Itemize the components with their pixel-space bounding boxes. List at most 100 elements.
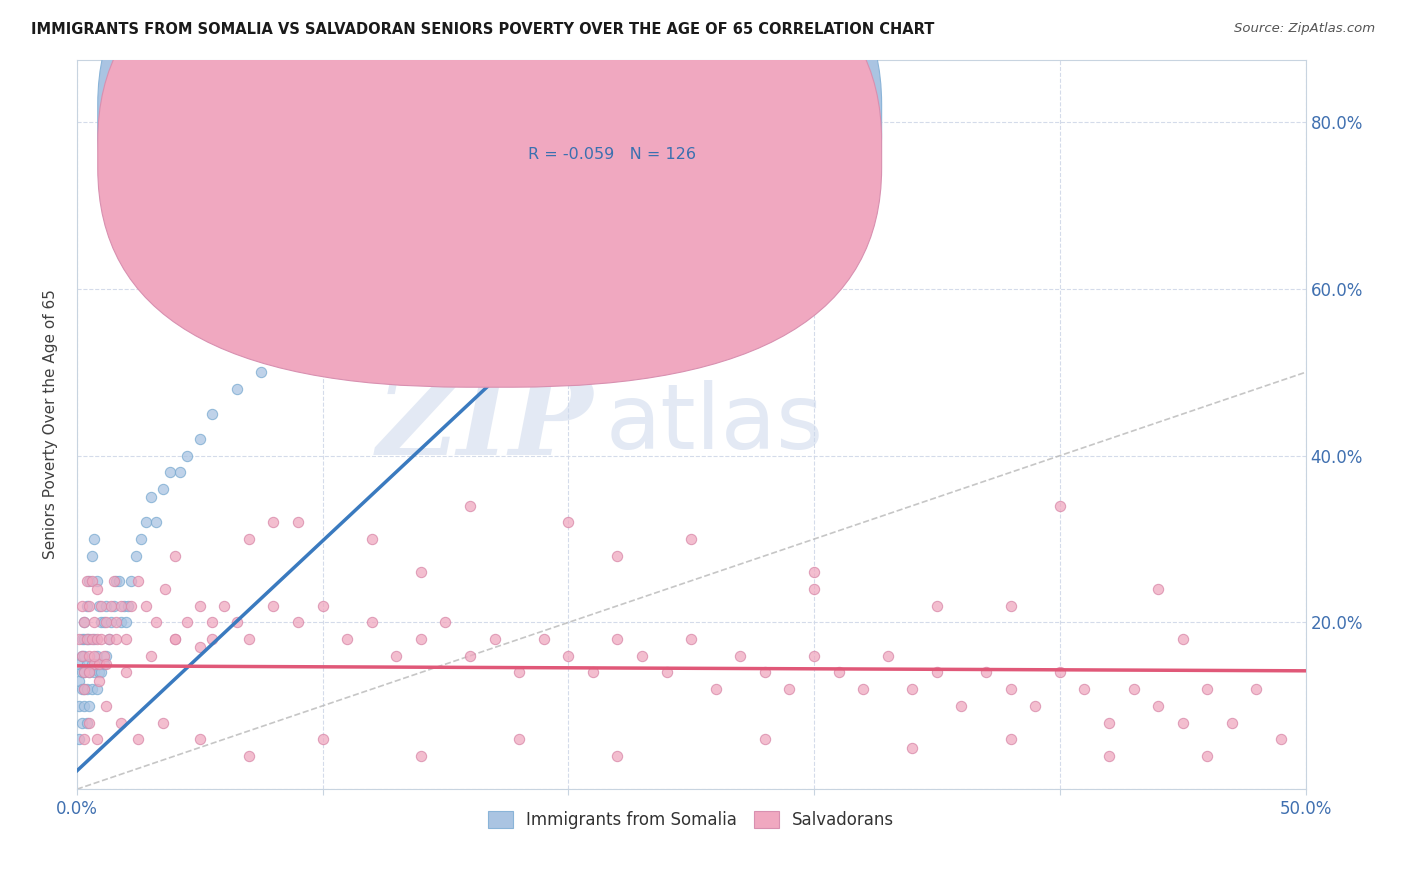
Point bbox=[262, 599, 284, 613]
Point bbox=[77, 599, 100, 613]
Point bbox=[925, 665, 948, 680]
Point bbox=[250, 365, 273, 379]
Point bbox=[1246, 682, 1268, 697]
Point bbox=[169, 466, 191, 480]
Text: ZIP: ZIP bbox=[377, 371, 593, 478]
Point bbox=[73, 615, 96, 630]
Point bbox=[73, 615, 96, 630]
FancyBboxPatch shape bbox=[98, 0, 882, 351]
Point bbox=[1000, 682, 1022, 697]
Point bbox=[1049, 665, 1071, 680]
Point bbox=[1000, 732, 1022, 747]
Point bbox=[100, 615, 122, 630]
Point bbox=[105, 615, 128, 630]
Point bbox=[125, 549, 148, 563]
Point bbox=[105, 632, 128, 647]
Point bbox=[188, 432, 211, 446]
Point bbox=[385, 648, 408, 663]
Point bbox=[73, 632, 96, 647]
Point bbox=[90, 599, 112, 613]
Point bbox=[139, 648, 162, 663]
Point bbox=[360, 615, 382, 630]
Point bbox=[76, 632, 98, 647]
Text: IMMIGRANTS FROM SOMALIA VS SALVADORAN SENIORS POVERTY OVER THE AGE OF 65 CORRELA: IMMIGRANTS FROM SOMALIA VS SALVADORAN SE… bbox=[31, 22, 935, 37]
Point bbox=[557, 516, 579, 530]
Point bbox=[1220, 715, 1243, 730]
Point bbox=[458, 499, 481, 513]
Text: atlas: atlas bbox=[605, 380, 824, 468]
Point bbox=[76, 715, 98, 730]
Point bbox=[115, 632, 138, 647]
Point bbox=[827, 665, 849, 680]
Point bbox=[188, 640, 211, 655]
Point bbox=[409, 566, 432, 580]
Point bbox=[655, 665, 678, 680]
Point bbox=[80, 657, 103, 672]
Point bbox=[77, 632, 100, 647]
Point bbox=[73, 665, 96, 680]
Point bbox=[76, 632, 98, 647]
Point bbox=[100, 599, 122, 613]
Point bbox=[90, 632, 112, 647]
Point bbox=[86, 732, 108, 747]
Point bbox=[201, 615, 224, 630]
Point bbox=[188, 599, 211, 613]
Point bbox=[105, 574, 128, 588]
Point bbox=[115, 615, 138, 630]
Point bbox=[1122, 682, 1144, 697]
Point bbox=[120, 599, 142, 613]
Point bbox=[83, 632, 105, 647]
Point bbox=[582, 665, 605, 680]
Point bbox=[73, 665, 96, 680]
Point bbox=[70, 648, 93, 663]
Point bbox=[201, 632, 224, 647]
Point bbox=[606, 748, 628, 763]
Point bbox=[87, 599, 110, 613]
Point bbox=[83, 648, 105, 663]
Point bbox=[201, 407, 224, 421]
Point bbox=[508, 732, 530, 747]
Point bbox=[90, 665, 112, 680]
FancyBboxPatch shape bbox=[446, 81, 783, 180]
Point bbox=[107, 574, 129, 588]
Point bbox=[93, 615, 115, 630]
Point bbox=[80, 574, 103, 588]
Point bbox=[336, 299, 359, 313]
Point bbox=[96, 648, 118, 663]
Point bbox=[447, 265, 470, 279]
Point bbox=[87, 665, 110, 680]
Point bbox=[145, 615, 167, 630]
Legend: Immigrants from Somalia, Salvadorans: Immigrants from Somalia, Salvadorans bbox=[481, 804, 901, 836]
Point bbox=[214, 599, 236, 613]
Point bbox=[117, 599, 139, 613]
Point bbox=[754, 732, 776, 747]
Point bbox=[83, 532, 105, 546]
Point bbox=[311, 599, 333, 613]
Point bbox=[176, 449, 198, 463]
Point bbox=[67, 632, 90, 647]
Point bbox=[80, 632, 103, 647]
Point bbox=[950, 698, 973, 713]
Point bbox=[754, 665, 776, 680]
Point bbox=[274, 349, 297, 363]
Point bbox=[360, 532, 382, 546]
Point bbox=[135, 599, 157, 613]
Point bbox=[225, 615, 247, 630]
Point bbox=[803, 648, 825, 663]
Point bbox=[311, 732, 333, 747]
Point bbox=[77, 698, 100, 713]
Text: Source: ZipAtlas.com: Source: ZipAtlas.com bbox=[1234, 22, 1375, 36]
Point bbox=[86, 582, 108, 596]
Point bbox=[155, 582, 177, 596]
Point bbox=[73, 682, 96, 697]
Point bbox=[70, 632, 93, 647]
Point bbox=[83, 665, 105, 680]
Point bbox=[67, 732, 90, 747]
Point bbox=[90, 615, 112, 630]
Point bbox=[544, 240, 567, 254]
Point bbox=[1000, 599, 1022, 613]
FancyBboxPatch shape bbox=[98, 0, 882, 387]
Point bbox=[70, 715, 93, 730]
Point bbox=[238, 532, 260, 546]
Point bbox=[76, 657, 98, 672]
